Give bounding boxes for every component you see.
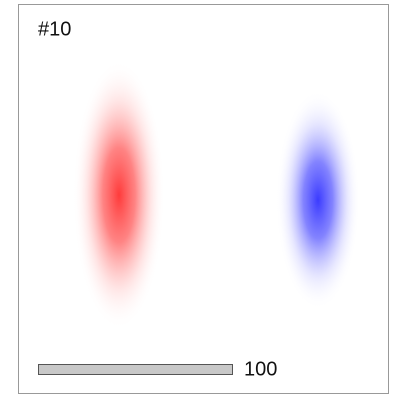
scale-bar xyxy=(39,365,233,375)
blue-blob xyxy=(276,90,360,310)
red-blob xyxy=(73,60,165,330)
scale-bar-label: 100 xyxy=(244,358,277,380)
panel-label: #10 xyxy=(38,18,71,40)
figure-panel: #10 100 xyxy=(0,0,398,398)
